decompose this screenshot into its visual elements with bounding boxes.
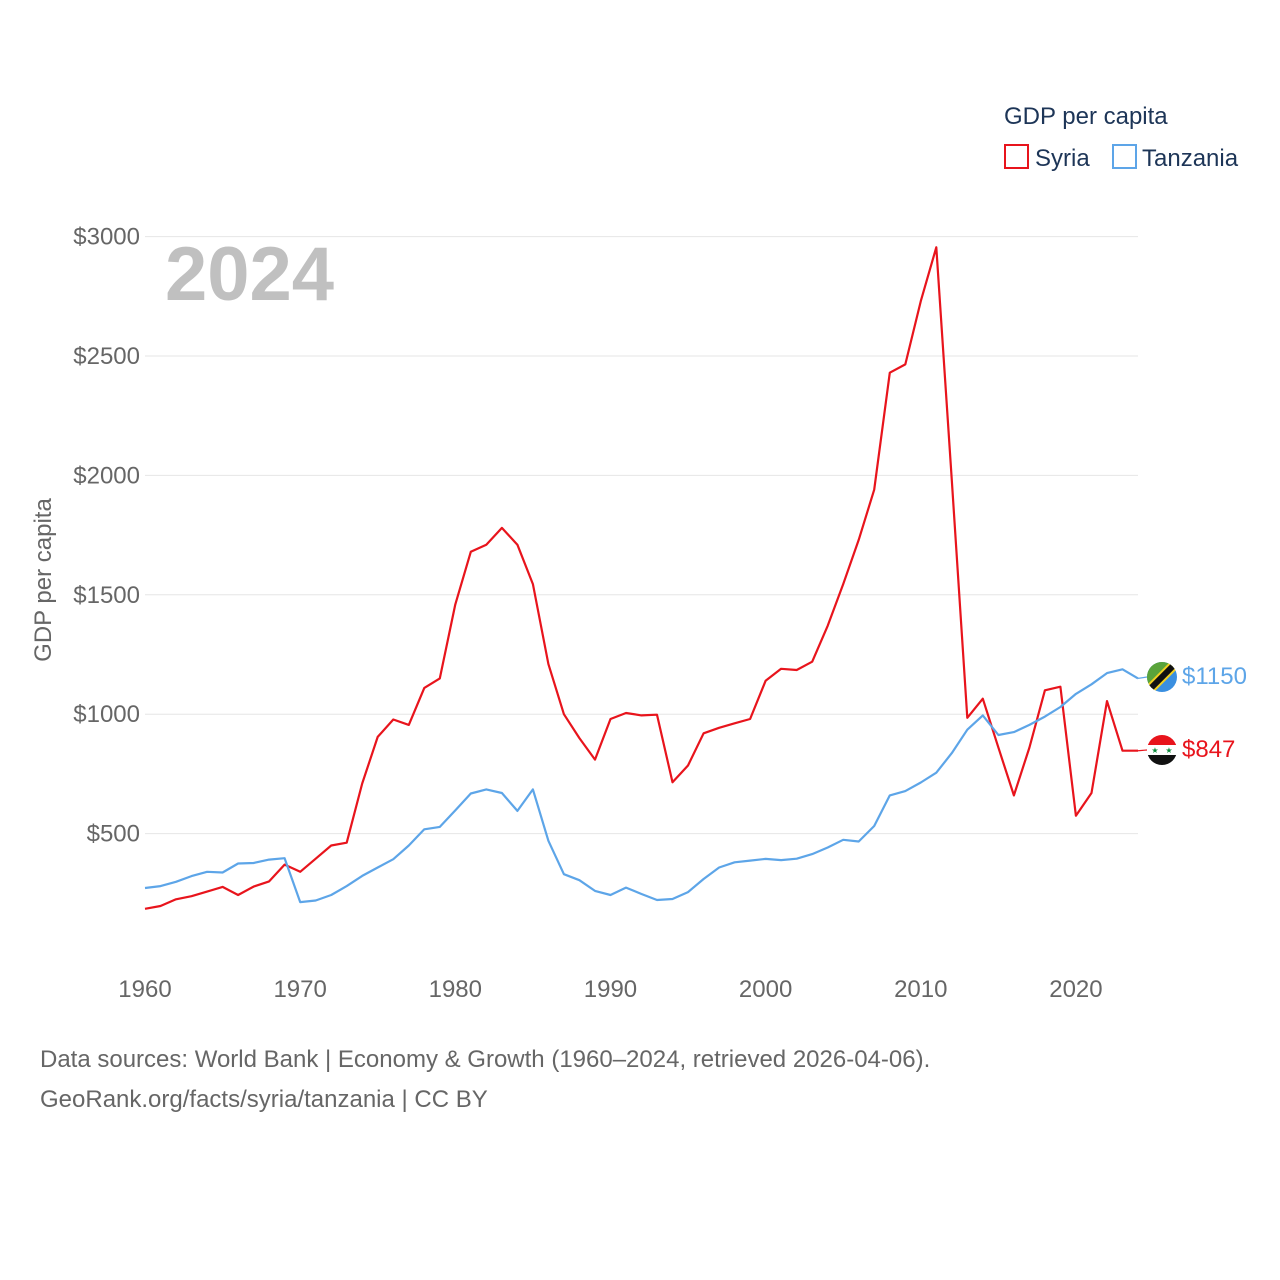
end-connector-tanzania	[1137, 676, 1148, 679]
y-tick-label: $1000	[73, 701, 140, 728]
current-year-watermark: 2024	[165, 232, 334, 317]
y-tick-label: $2000	[73, 462, 140, 489]
y-tick-label: $2500	[73, 343, 140, 370]
series-endpoints	[1137, 676, 1148, 752]
svg-text:★: ★	[1165, 746, 1172, 755]
grid-lines	[145, 236, 1138, 835]
x-tick-label: 2000	[739, 976, 792, 1003]
x-tick-label: 1970	[273, 976, 326, 1003]
y-tick-label: $3000	[73, 224, 140, 251]
legend-title: GDP per capita	[1004, 103, 1168, 130]
legend-swatch-tanzania[interactable]	[1112, 144, 1137, 169]
series-line-tanzania[interactable]	[144, 668, 1139, 904]
syria-end-value: $847	[1182, 736, 1235, 763]
end-connector-syria	[1137, 749, 1148, 752]
x-tick-label: 1980	[429, 976, 482, 1003]
x-axis-ticks: 1960 1970 1980 1990 2000 2010 2020	[118, 976, 1102, 1003]
series-line-syria[interactable]	[144, 246, 1138, 910]
y-axis-label: GDP per capita	[30, 498, 57, 662]
attribution-text: GeoRank.org/facts/syria/tanzania | CC BY	[40, 1086, 488, 1113]
series-lines	[144, 246, 1139, 910]
syria-flag-icon: ★ ★	[1147, 735, 1177, 765]
legend-swatch-syria[interactable]	[1004, 144, 1029, 169]
legend: GDP per capita Syria Tanzania	[1004, 103, 1239, 172]
x-tick-label: 1960	[118, 976, 171, 1003]
x-tick-label: 2010	[894, 976, 947, 1003]
data-sources-text: Data sources: World Bank | Economy & Gro…	[40, 1046, 931, 1073]
x-tick-label: 1990	[584, 976, 637, 1003]
y-tick-label: $1500	[73, 582, 140, 609]
legend-label-syria[interactable]: Syria	[1035, 145, 1090, 172]
y-axis-ticks: $500 $1000 $1500 $2000 $2500 $3000	[73, 224, 140, 848]
tanzania-end-value: $1150	[1182, 663, 1247, 690]
footer: Data sources: World Bank | Economy & Gro…	[40, 1040, 1240, 1120]
x-tick-label: 2020	[1049, 976, 1102, 1003]
legend-label-tanzania[interactable]: Tanzania	[1142, 145, 1239, 172]
y-tick-label: $500	[87, 821, 140, 848]
svg-text:★: ★	[1151, 746, 1158, 755]
tanzania-flag-icon	[1147, 662, 1177, 692]
